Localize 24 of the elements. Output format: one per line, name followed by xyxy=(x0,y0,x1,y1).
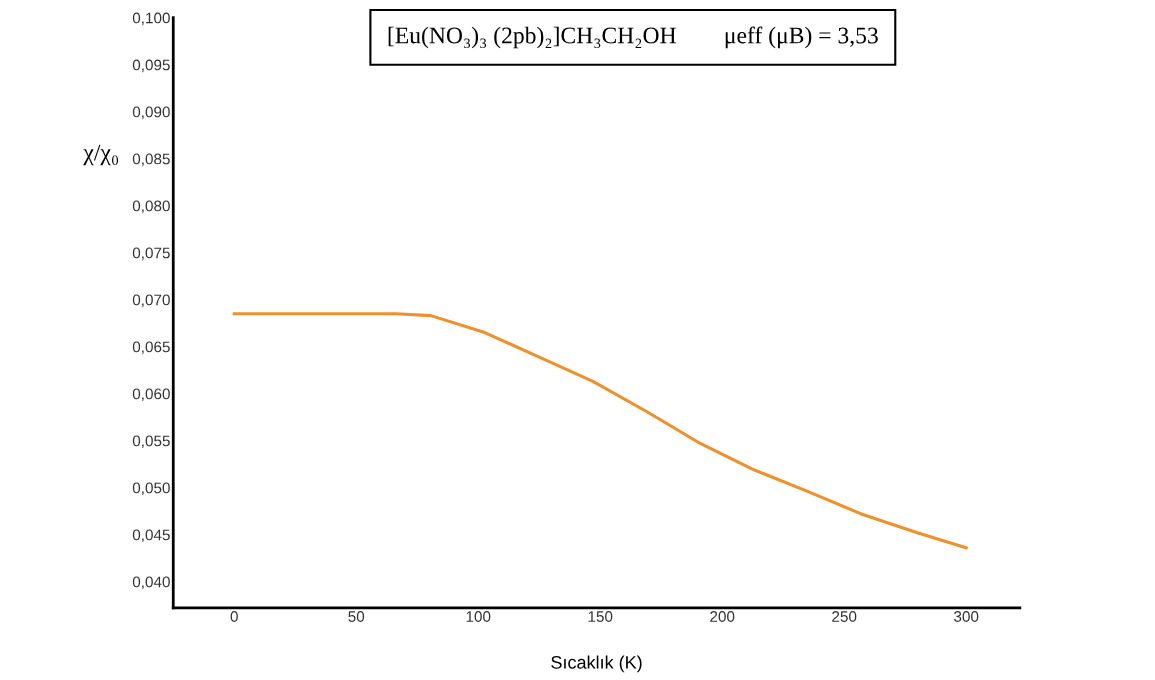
x-tick-label: 100 xyxy=(466,611,491,622)
y-tick-label: 0,090 xyxy=(132,106,170,120)
y-tick-label: 0,095 xyxy=(132,59,170,73)
y-tick-label: 0,045 xyxy=(132,529,170,543)
x-tick-label: 0 xyxy=(230,611,238,622)
line-series xyxy=(232,312,968,550)
y-tick-label: 0,075 xyxy=(132,247,170,261)
y-tick-label: 0,060 xyxy=(132,388,170,402)
y-tick-label: 0,070 xyxy=(132,294,170,308)
x-tick-label: 300 xyxy=(954,611,979,622)
x-tick-label: 50 xyxy=(348,611,365,622)
x-axis-title: Sıcaklık (K) xyxy=(551,655,642,673)
y-tick-label: 0,100 xyxy=(132,12,170,26)
y-axis-title: χ/χ₀ xyxy=(83,144,119,166)
x-tick-label: 150 xyxy=(588,611,613,622)
y-tick-label: 0,080 xyxy=(132,200,170,214)
x-tick-label: 200 xyxy=(710,611,735,622)
annotation: [Eu(NO₃)₃ (2pb)₂]CH₃CH₂OH μeff (μB) = 3,53 xyxy=(388,26,878,49)
y-tick-label: 0,050 xyxy=(132,482,170,496)
y-tick-label: 0,065 xyxy=(132,341,170,355)
y-tick-label: 0,055 xyxy=(132,435,170,449)
y-tick-label: 0,040 xyxy=(132,576,170,590)
x-tick-label: 250 xyxy=(832,611,857,622)
y-tick-label: 0,085 xyxy=(132,153,170,167)
